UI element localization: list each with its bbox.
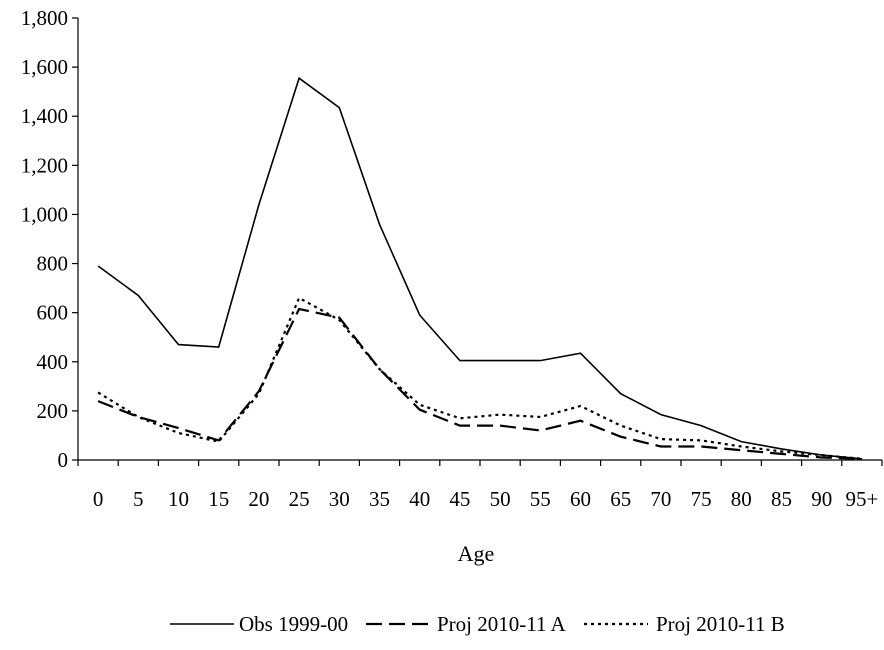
x-tick-label: 10: [168, 487, 189, 511]
legend: Obs 1999-00 Proj 2010-11 A Proj 2010-11 B: [170, 612, 785, 636]
x-tick-label: 75: [691, 487, 712, 511]
axes: 0 200 400 600 800 1,000 1,200 1,400 1,600 1,800 0 5…: [21, 6, 883, 511]
x-tick-label: 80: [731, 487, 752, 511]
y-tick-label: 1,800: [21, 6, 68, 30]
series-line-1: [97, 76, 862, 460]
x-tick-label: 50: [490, 487, 511, 511]
series-layer: [97, 76, 863, 460]
series-line-2: [97, 307, 862, 460]
x-tick-label: 0: [93, 487, 104, 511]
x-tick-label: 40: [409, 487, 430, 511]
x-tick-label: 20: [248, 487, 269, 511]
y-tick-label: 400: [37, 350, 69, 374]
x-tick-label: 30: [329, 487, 350, 511]
x-tick-label: 85: [771, 487, 792, 511]
x-tick-label: 45: [449, 487, 470, 511]
legend-label-2: Proj 2010-11 A: [437, 612, 567, 636]
legend-label-3: Proj 2010-11 B: [656, 612, 785, 636]
x-axis-title: Age: [458, 541, 495, 566]
y-tick-label: 0: [58, 448, 69, 472]
series-line-3: [97, 296, 863, 460]
y-tick-label: 200: [37, 399, 69, 423]
y-tick-label: 600: [37, 301, 69, 325]
x-tick-label: 15: [208, 487, 229, 511]
y-tick-label: 800: [37, 252, 69, 276]
y-tick-label: 1,400: [21, 104, 68, 128]
y-tick-label: 1,600: [21, 55, 68, 79]
x-tick-label: 60: [570, 487, 591, 511]
x-tick-label: 70: [650, 487, 671, 511]
y-tick-label: 1,200: [21, 153, 68, 177]
x-tick-label: 55: [530, 487, 551, 511]
x-tick-label: 65: [610, 487, 631, 511]
y-tick-label: 1,000: [21, 202, 68, 226]
x-tick-label: 90: [811, 487, 832, 511]
x-tick-label: 35: [369, 487, 390, 511]
x-tick-label: 25: [289, 487, 310, 511]
x-tick-label: 5: [133, 487, 144, 511]
x-tick-label: 95+: [845, 487, 878, 511]
legend-label-1: Obs 1999-00: [239, 612, 348, 636]
